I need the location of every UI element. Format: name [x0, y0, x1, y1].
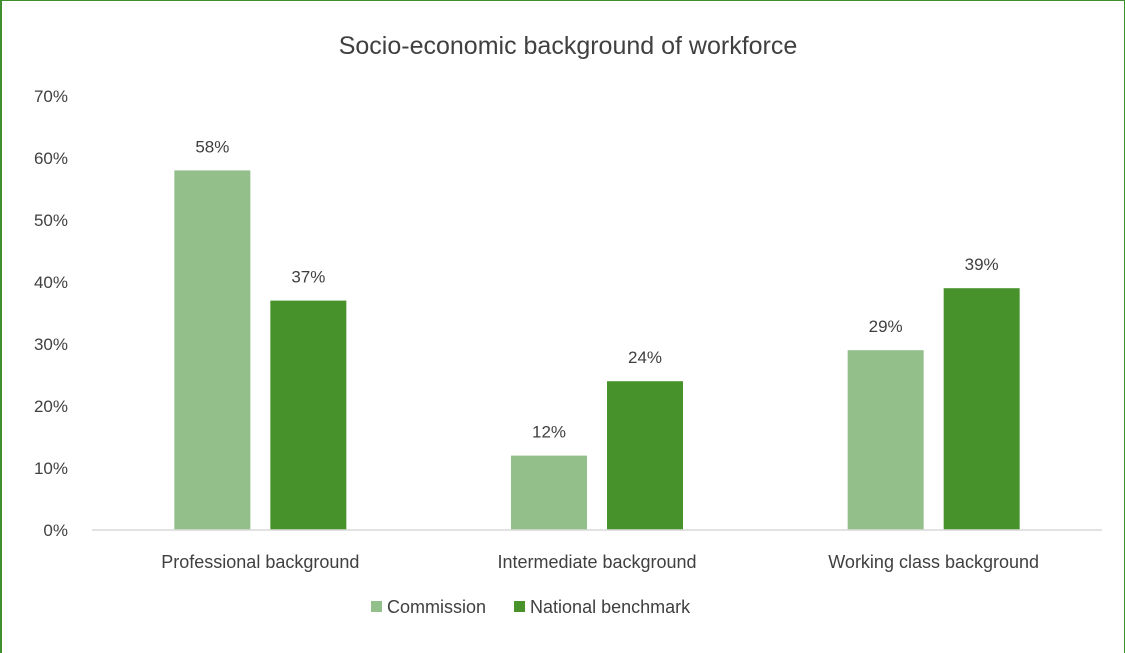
- y-tick-label: 0%: [43, 521, 68, 540]
- legend-label: National benchmark: [530, 597, 691, 617]
- bars-group: [174, 170, 1020, 530]
- bar-commission: [847, 350, 924, 530]
- data-labels-group: 58% 37% 12% 24% 29% 39%: [195, 137, 998, 441]
- data-label: 39%: [965, 255, 999, 274]
- bar-national-benchmark: [607, 381, 683, 530]
- data-label: 24%: [628, 348, 662, 367]
- y-axis: 0% 10% 20% 30% 40% 50% 60% 70%: [34, 87, 68, 540]
- y-tick-label: 60%: [34, 149, 68, 168]
- y-tick-label: 70%: [34, 87, 68, 106]
- bar-commission: [511, 455, 587, 530]
- data-label: 12%: [532, 423, 566, 442]
- legend-swatch: [371, 601, 382, 612]
- legend-swatch: [514, 601, 526, 612]
- x-category-label: Intermediate background: [497, 552, 696, 572]
- chart-title: Socio-economic background of workforce: [339, 32, 798, 60]
- data-label: 58%: [195, 137, 229, 156]
- legend-label: Commission: [387, 597, 486, 617]
- bar-commission: [174, 170, 251, 530]
- y-tick-label: 10%: [34, 459, 68, 478]
- legend: Commission National benchmark: [371, 597, 691, 617]
- bar-national-benchmark: [270, 300, 347, 530]
- data-label: 29%: [869, 317, 903, 336]
- y-tick-label: 50%: [34, 211, 68, 230]
- y-tick-label: 40%: [34, 273, 68, 292]
- x-category-label: Working class background: [828, 552, 1039, 572]
- y-tick-label: 20%: [34, 397, 68, 416]
- data-label: 37%: [291, 268, 325, 287]
- y-tick-label: 30%: [34, 335, 68, 354]
- bar-national-benchmark: [943, 288, 1020, 530]
- x-category-label: Professional background: [161, 552, 359, 572]
- category-labels-group: Professional background Intermediate back…: [161, 552, 1039, 572]
